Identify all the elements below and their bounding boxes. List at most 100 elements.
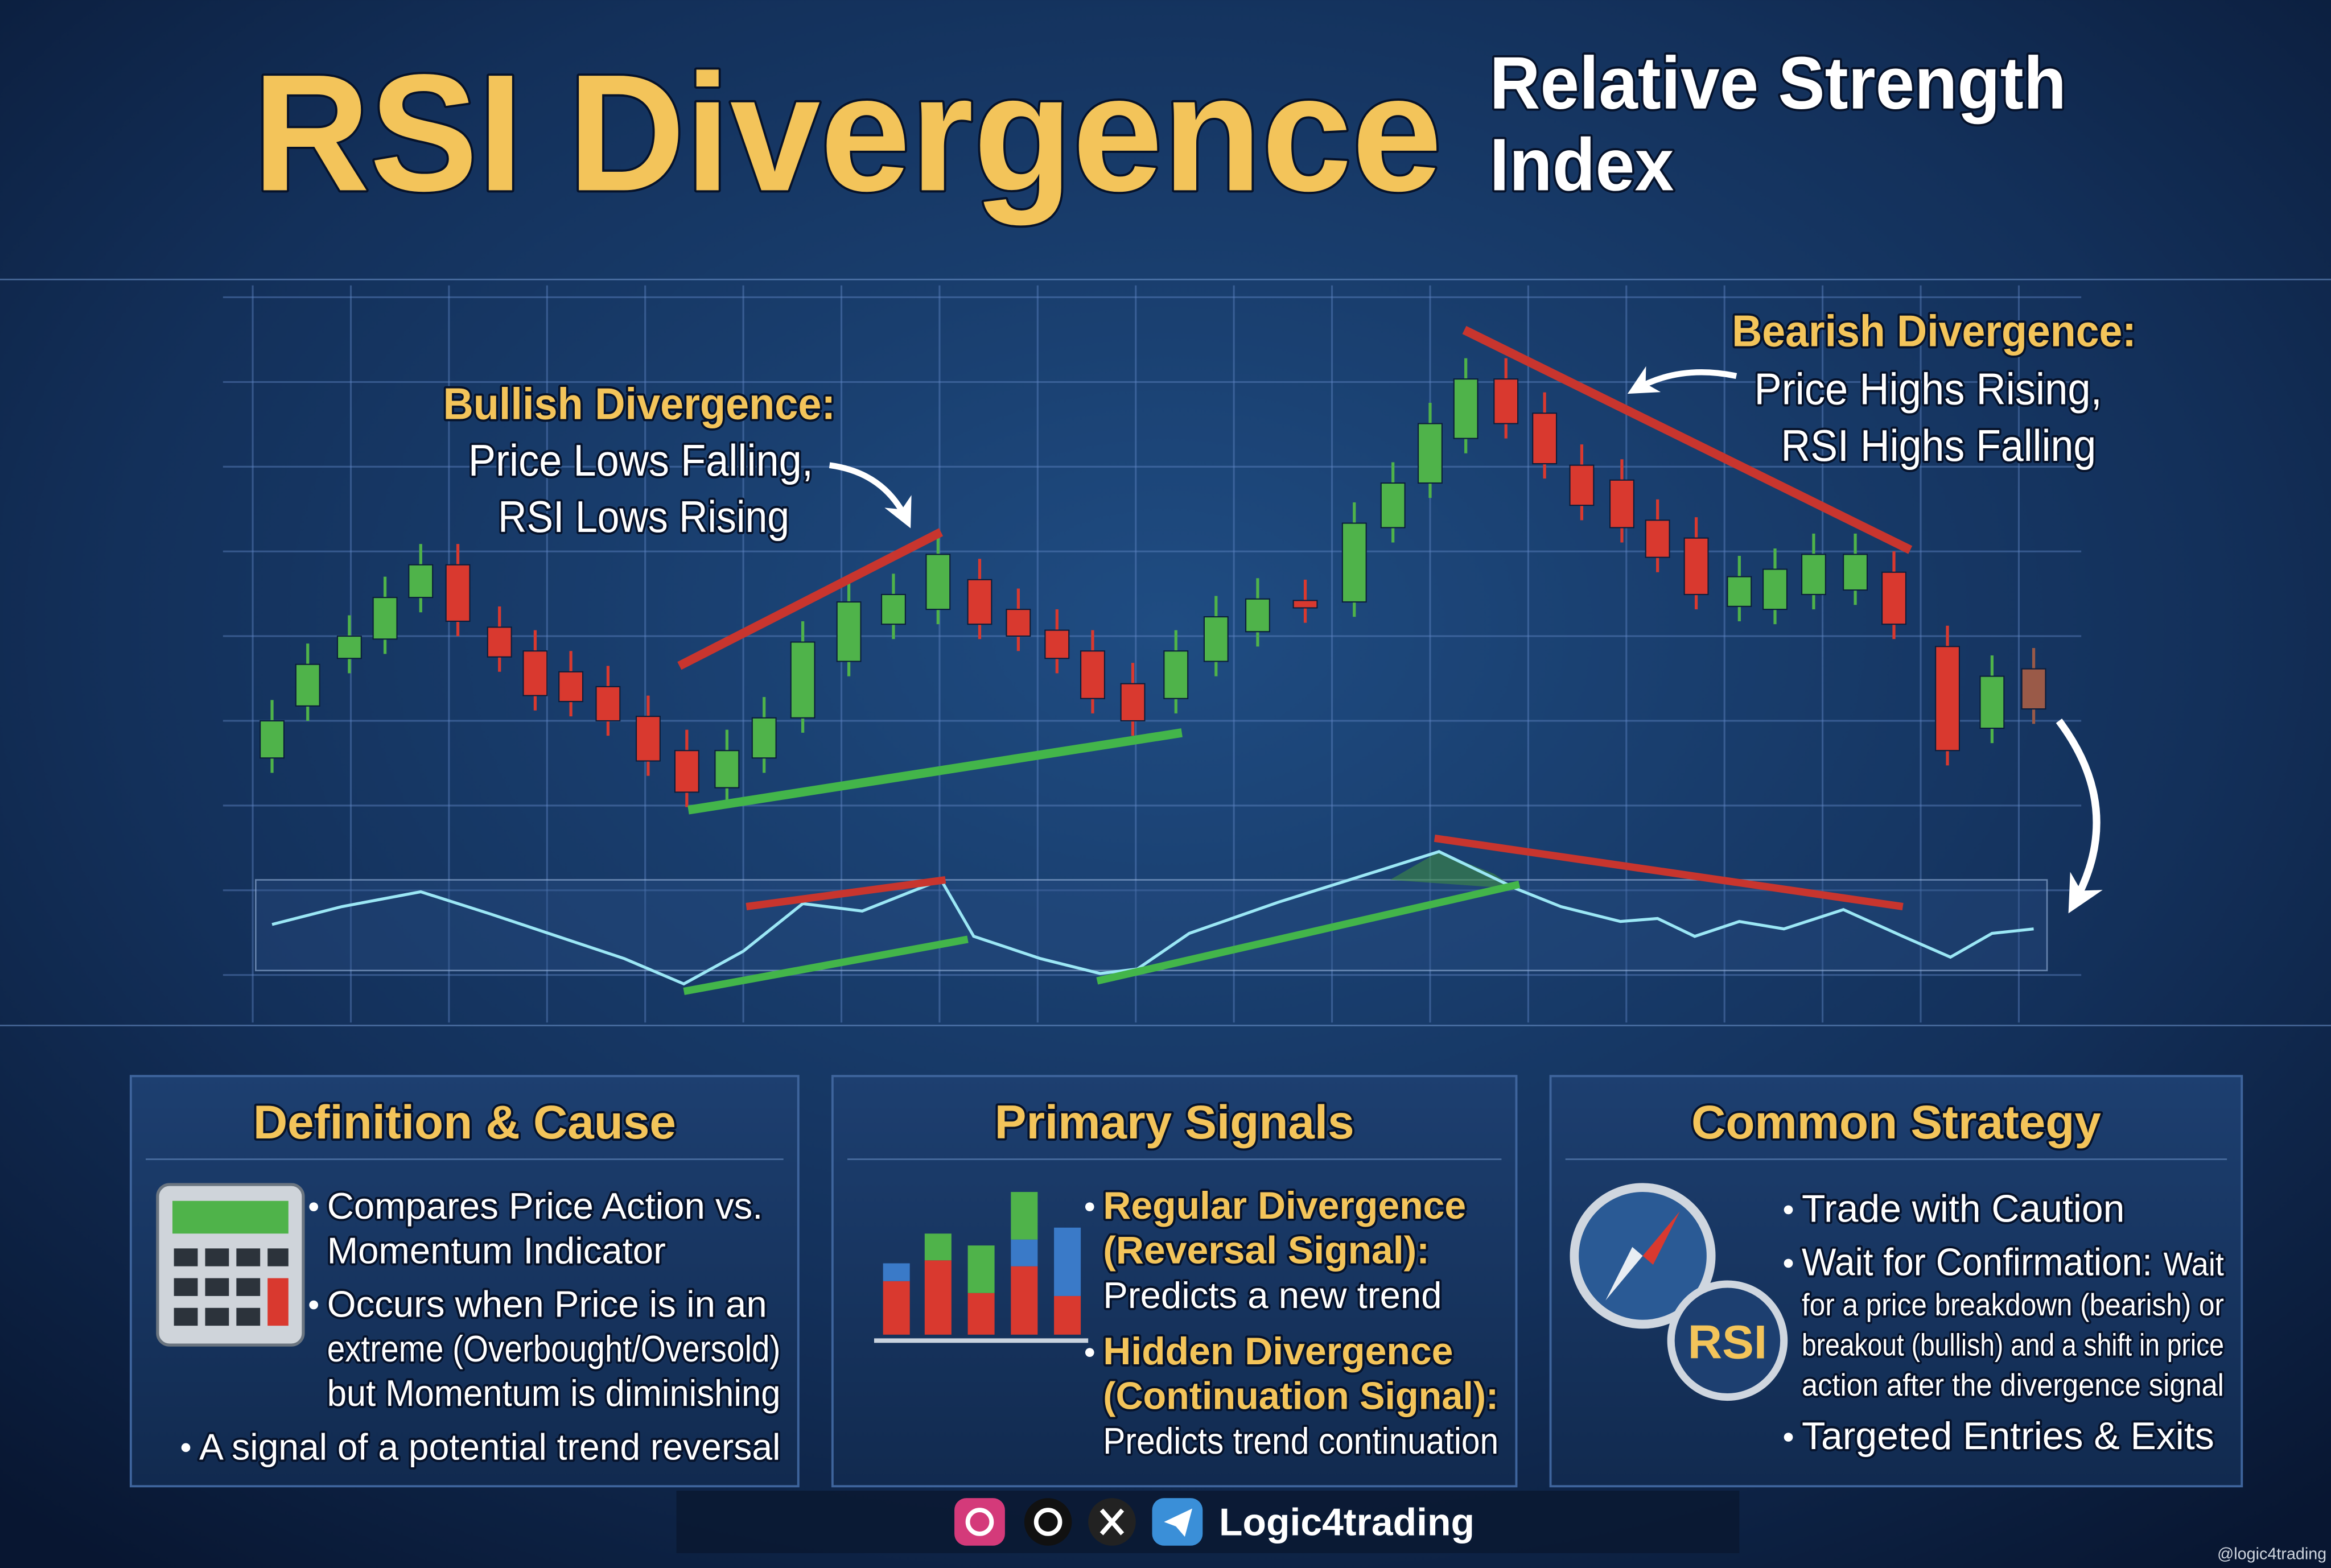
candle-body	[445, 564, 471, 622]
candle-body	[1120, 683, 1146, 722]
watermark: @logic4trading	[2217, 1545, 2326, 1563]
panels: Definition & Cause Compares Price Action …	[129, 1075, 2243, 1488]
candle-body	[751, 717, 777, 759]
annotation-text: Price Lows Falling,	[468, 435, 813, 485]
item-lead: (Reversal Signal):	[1103, 1229, 1430, 1272]
candle-body	[336, 636, 362, 659]
candle-body	[1163, 650, 1189, 699]
candle-body	[295, 663, 320, 707]
footer-bar	[676, 1491, 1740, 1553]
candle-body	[260, 720, 285, 759]
candle-body	[1493, 378, 1519, 424]
candle-body	[1979, 675, 2005, 729]
annotation-heading: Bullish Divergence:	[443, 379, 835, 429]
trend-line	[746, 876, 946, 910]
candle-body	[1418, 423, 1443, 484]
candle-body	[1006, 609, 1031, 637]
candle-body	[558, 671, 584, 703]
rsi-panel	[255, 879, 2048, 972]
item-lead: Targeted Entries & Exits	[1802, 1415, 2214, 1458]
arrow	[829, 462, 912, 529]
annotation-heading: Bearish Divergence:	[1732, 306, 2136, 356]
candle-body	[1762, 568, 1788, 610]
candle-body	[595, 686, 621, 722]
item-lead: Trade with Caution	[1802, 1187, 2124, 1230]
item-text: breakout (bullish) and a shift in price	[1802, 1327, 2224, 1362]
candle-body	[522, 650, 548, 696]
panel-title: Primary Signals	[995, 1095, 1354, 1149]
bullet	[309, 1300, 319, 1310]
bullet	[1085, 1202, 1094, 1212]
item-text: Wait	[2164, 1246, 2224, 1282]
candle-body	[1532, 412, 1558, 465]
candle-body	[1203, 616, 1229, 662]
item-text: Compares Price Action vs.	[327, 1185, 763, 1227]
arrow	[2056, 719, 2103, 914]
arrow	[1627, 366, 1737, 394]
rsi-peak-fill	[1390, 851, 1517, 889]
panel-title: Definition & Cause	[253, 1095, 676, 1149]
item-lead: Regular Divergence	[1103, 1185, 1466, 1227]
item-text: Predicts a new trend	[1103, 1274, 1442, 1316]
item-lead: (Continuation Signal):	[1103, 1375, 1498, 1417]
candle-body	[408, 564, 434, 599]
rsi-line	[271, 850, 2034, 986]
candle-body	[1881, 571, 1906, 625]
title: RSI Divergence	[253, 39, 1442, 226]
item-lead: Wait for Confirmation: Wait	[1802, 1241, 2224, 1284]
calculator-icon	[156, 1183, 305, 1347]
item-text: Predicts trend continuation	[1103, 1420, 1498, 1462]
annotation-text: RSI Lows Rising	[498, 492, 789, 542]
trend-line	[1434, 834, 1904, 910]
candle-body	[372, 597, 398, 640]
item-text: Momentum Indicator	[327, 1229, 666, 1271]
item-text: Occurs when Price is in an	[327, 1283, 767, 1324]
item-text: but Momentum is diminishing	[327, 1372, 781, 1414]
bullet	[309, 1202, 319, 1212]
candle-body	[674, 750, 699, 793]
candle-body	[2021, 668, 2046, 710]
candle-body	[1453, 378, 1479, 439]
item-lead: Hidden Divergence	[1103, 1330, 1453, 1373]
trend-line	[1462, 325, 1913, 554]
candle-body	[487, 626, 512, 658]
trend-line	[687, 728, 1183, 815]
item-text: extreme (Overbought/Oversold)	[327, 1328, 781, 1369]
item-text: A signal of a potential trend reversal	[199, 1426, 780, 1467]
candle-body	[1843, 554, 1868, 591]
candle-body	[1245, 598, 1270, 633]
candle-body	[790, 641, 816, 719]
candle-body	[714, 750, 740, 789]
candle-body	[1380, 482, 1406, 529]
trend-line	[677, 528, 944, 670]
candle-body	[1569, 464, 1595, 506]
subtitle: Relative Strength	[1489, 42, 2066, 125]
candle-body	[1645, 519, 1670, 558]
candle-body	[881, 593, 906, 625]
candle-body	[635, 716, 661, 762]
bullet	[1085, 1348, 1094, 1357]
bullet	[181, 1443, 191, 1453]
candles	[260, 358, 2046, 807]
icon-label: RSI	[1688, 1315, 1767, 1369]
candle-body	[836, 601, 862, 662]
annotation-text: RSI Highs Falling	[1781, 420, 2096, 471]
candle-body	[1801, 554, 1826, 595]
bullet	[1784, 1205, 1793, 1215]
item-lead: Wait for Confirmation:	[1802, 1241, 2152, 1284]
compass-icon: RSI	[1570, 1183, 1788, 1401]
item-text: action after the divergence signal	[1802, 1367, 2224, 1402]
bullet	[1784, 1258, 1793, 1268]
candle-body	[1292, 600, 1318, 609]
bullet	[1784, 1433, 1793, 1442]
annotation-text: Price Highs Rising,	[1754, 364, 2102, 414]
candle-body	[967, 579, 992, 625]
candle-body	[1609, 479, 1634, 529]
item-text: for a price breakdown (bearish) or	[1802, 1287, 2224, 1322]
candle-body	[925, 554, 951, 610]
social-icons	[954, 1498, 1203, 1546]
panel-title: Common Strategy	[1691, 1095, 2101, 1149]
candle-body	[1341, 522, 1367, 603]
